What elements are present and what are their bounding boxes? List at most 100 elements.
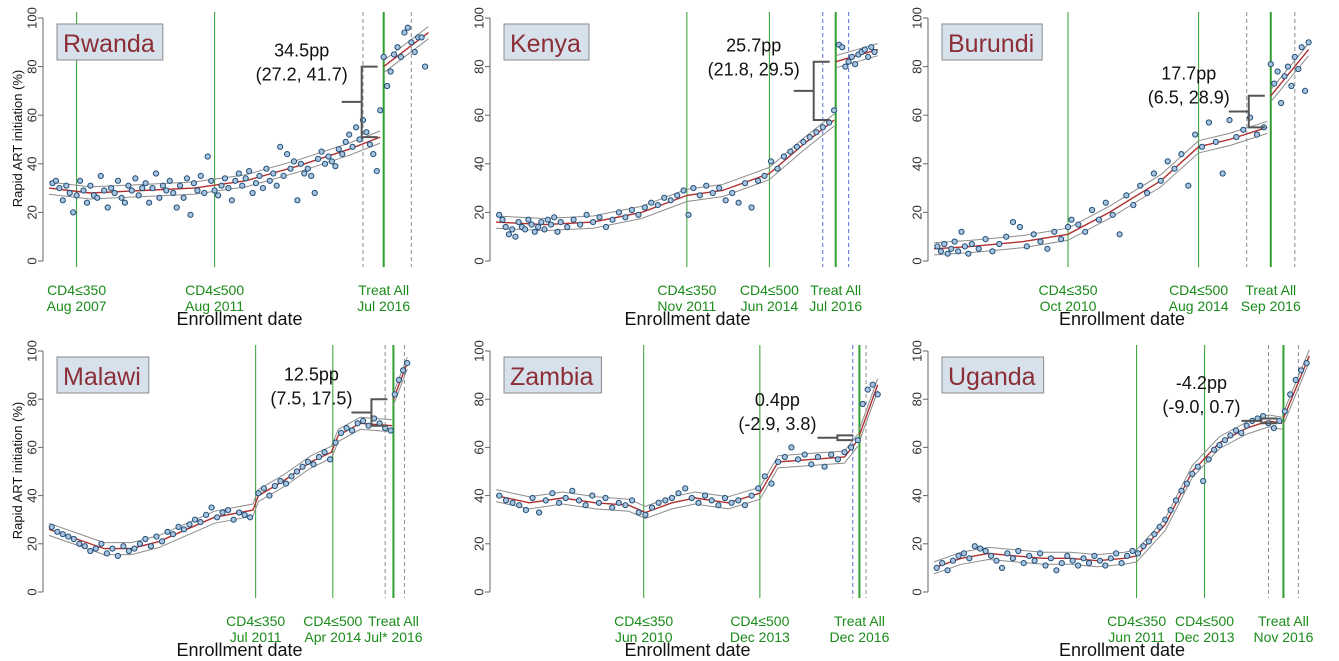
data-point: [121, 199, 129, 206]
data-point: [556, 499, 563, 506]
data-point: [208, 177, 215, 184]
y-tick-label: 0: [25, 588, 40, 595]
data-point: [615, 499, 622, 506]
data-point: [569, 487, 576, 494]
fit-line-pre: [495, 119, 835, 226]
data-point: [282, 480, 290, 487]
y-axis-label: Rapid ART initiation (%): [10, 402, 25, 540]
y-tick-label: 0: [910, 588, 925, 595]
data-point: [387, 68, 394, 75]
data-point: [522, 507, 530, 514]
data-point: [1015, 547, 1022, 555]
data-point: [755, 485, 762, 492]
policy-name: CD4≤500: [1169, 282, 1228, 298]
data-point: [73, 192, 80, 199]
data-point: [748, 204, 755, 211]
data-point: [70, 209, 77, 216]
data-point: [180, 194, 187, 201]
data-point: [996, 240, 1003, 248]
data-point: [197, 519, 204, 526]
data-point: [56, 185, 63, 192]
panel-rwanda: 0 20 40 60 80 100 Rapid ART initiation (%) 34.5…: [10, 7, 429, 329]
data-point: [865, 53, 872, 61]
data-point: [615, 209, 623, 216]
data-point: [360, 417, 367, 424]
y-tick-label: 20: [25, 205, 40, 219]
data-point: [755, 177, 762, 184]
ci-upper: [48, 130, 381, 188]
data-point: [288, 473, 295, 480]
data-point: [1026, 552, 1033, 560]
fit-line-post: [1270, 49, 1310, 97]
ci-upper: [858, 378, 879, 430]
y-tick-label: 60: [25, 108, 40, 122]
data-point: [80, 187, 87, 194]
data-point: [1253, 131, 1261, 138]
data-point: [194, 187, 201, 194]
data-point: [937, 248, 945, 255]
country-label-box: [941, 356, 1045, 394]
data-point: [255, 490, 262, 497]
data-point: [496, 492, 503, 499]
data-point: [297, 160, 304, 167]
data-point: [814, 453, 822, 461]
effect-bracket: [341, 65, 378, 139]
country-label: Burundi: [941, 23, 1043, 61]
data-point: [703, 182, 710, 189]
data-point: [158, 538, 166, 545]
ci-lower: [858, 390, 879, 442]
data-point: [204, 153, 211, 160]
policy-date: Jun 2011: [1108, 629, 1165, 645]
data-point: [848, 444, 855, 451]
y-tick-label: 80: [25, 59, 40, 73]
data-point: [66, 189, 73, 197]
effect-estimate: 12.5pp: [284, 364, 339, 384]
policy-name: CD4≤350: [1038, 282, 1097, 298]
data-point: [380, 53, 387, 61]
data-point: [87, 182, 94, 189]
data-point: [328, 158, 335, 165]
data-point: [252, 180, 260, 187]
data-point: [1183, 480, 1191, 487]
data-point: [988, 552, 995, 560]
y-tick-label: 100: [472, 340, 487, 362]
policy-date: Nov 2011: [657, 298, 716, 314]
country-label-box: [56, 356, 150, 394]
data-point: [1171, 165, 1178, 172]
data-point: [939, 560, 946, 567]
data-point: [680, 187, 687, 194]
data-point: [674, 192, 681, 199]
y-tick-label: 20: [910, 205, 925, 219]
data-point: [1064, 223, 1072, 231]
data-point: [668, 494, 676, 502]
data-point: [59, 531, 66, 538]
data-point: [363, 129, 370, 136]
data-point: [287, 165, 294, 172]
data-point: [874, 391, 881, 398]
y-tick-label: 0: [472, 257, 487, 264]
data-point: [219, 509, 226, 516]
data-point: [128, 187, 135, 194]
data-point: [1302, 87, 1309, 95]
data-point: [628, 206, 636, 214]
fit-line-pre: [495, 439, 859, 514]
data-point: [944, 250, 951, 257]
policy-date: Aug 2011: [185, 298, 244, 314]
data-point: [1298, 367, 1305, 374]
data-point: [1200, 478, 1207, 485]
data-point: [1267, 61, 1274, 68]
data-point: [1145, 538, 1152, 545]
data-point: [1216, 441, 1223, 449]
data-point: [395, 376, 402, 383]
data-point: [635, 509, 642, 516]
y-tick-label: 80: [910, 392, 925, 406]
data-point: [695, 499, 702, 506]
policy-date: Jul 2016: [809, 298, 862, 314]
data-point: [136, 540, 143, 547]
data-point: [845, 58, 852, 65]
data-point: [247, 514, 254, 521]
country-name: Malawi: [63, 363, 141, 391]
data-point: [768, 480, 775, 487]
policy-name: CD4≤500: [730, 613, 789, 629]
data-point: [971, 543, 978, 550]
